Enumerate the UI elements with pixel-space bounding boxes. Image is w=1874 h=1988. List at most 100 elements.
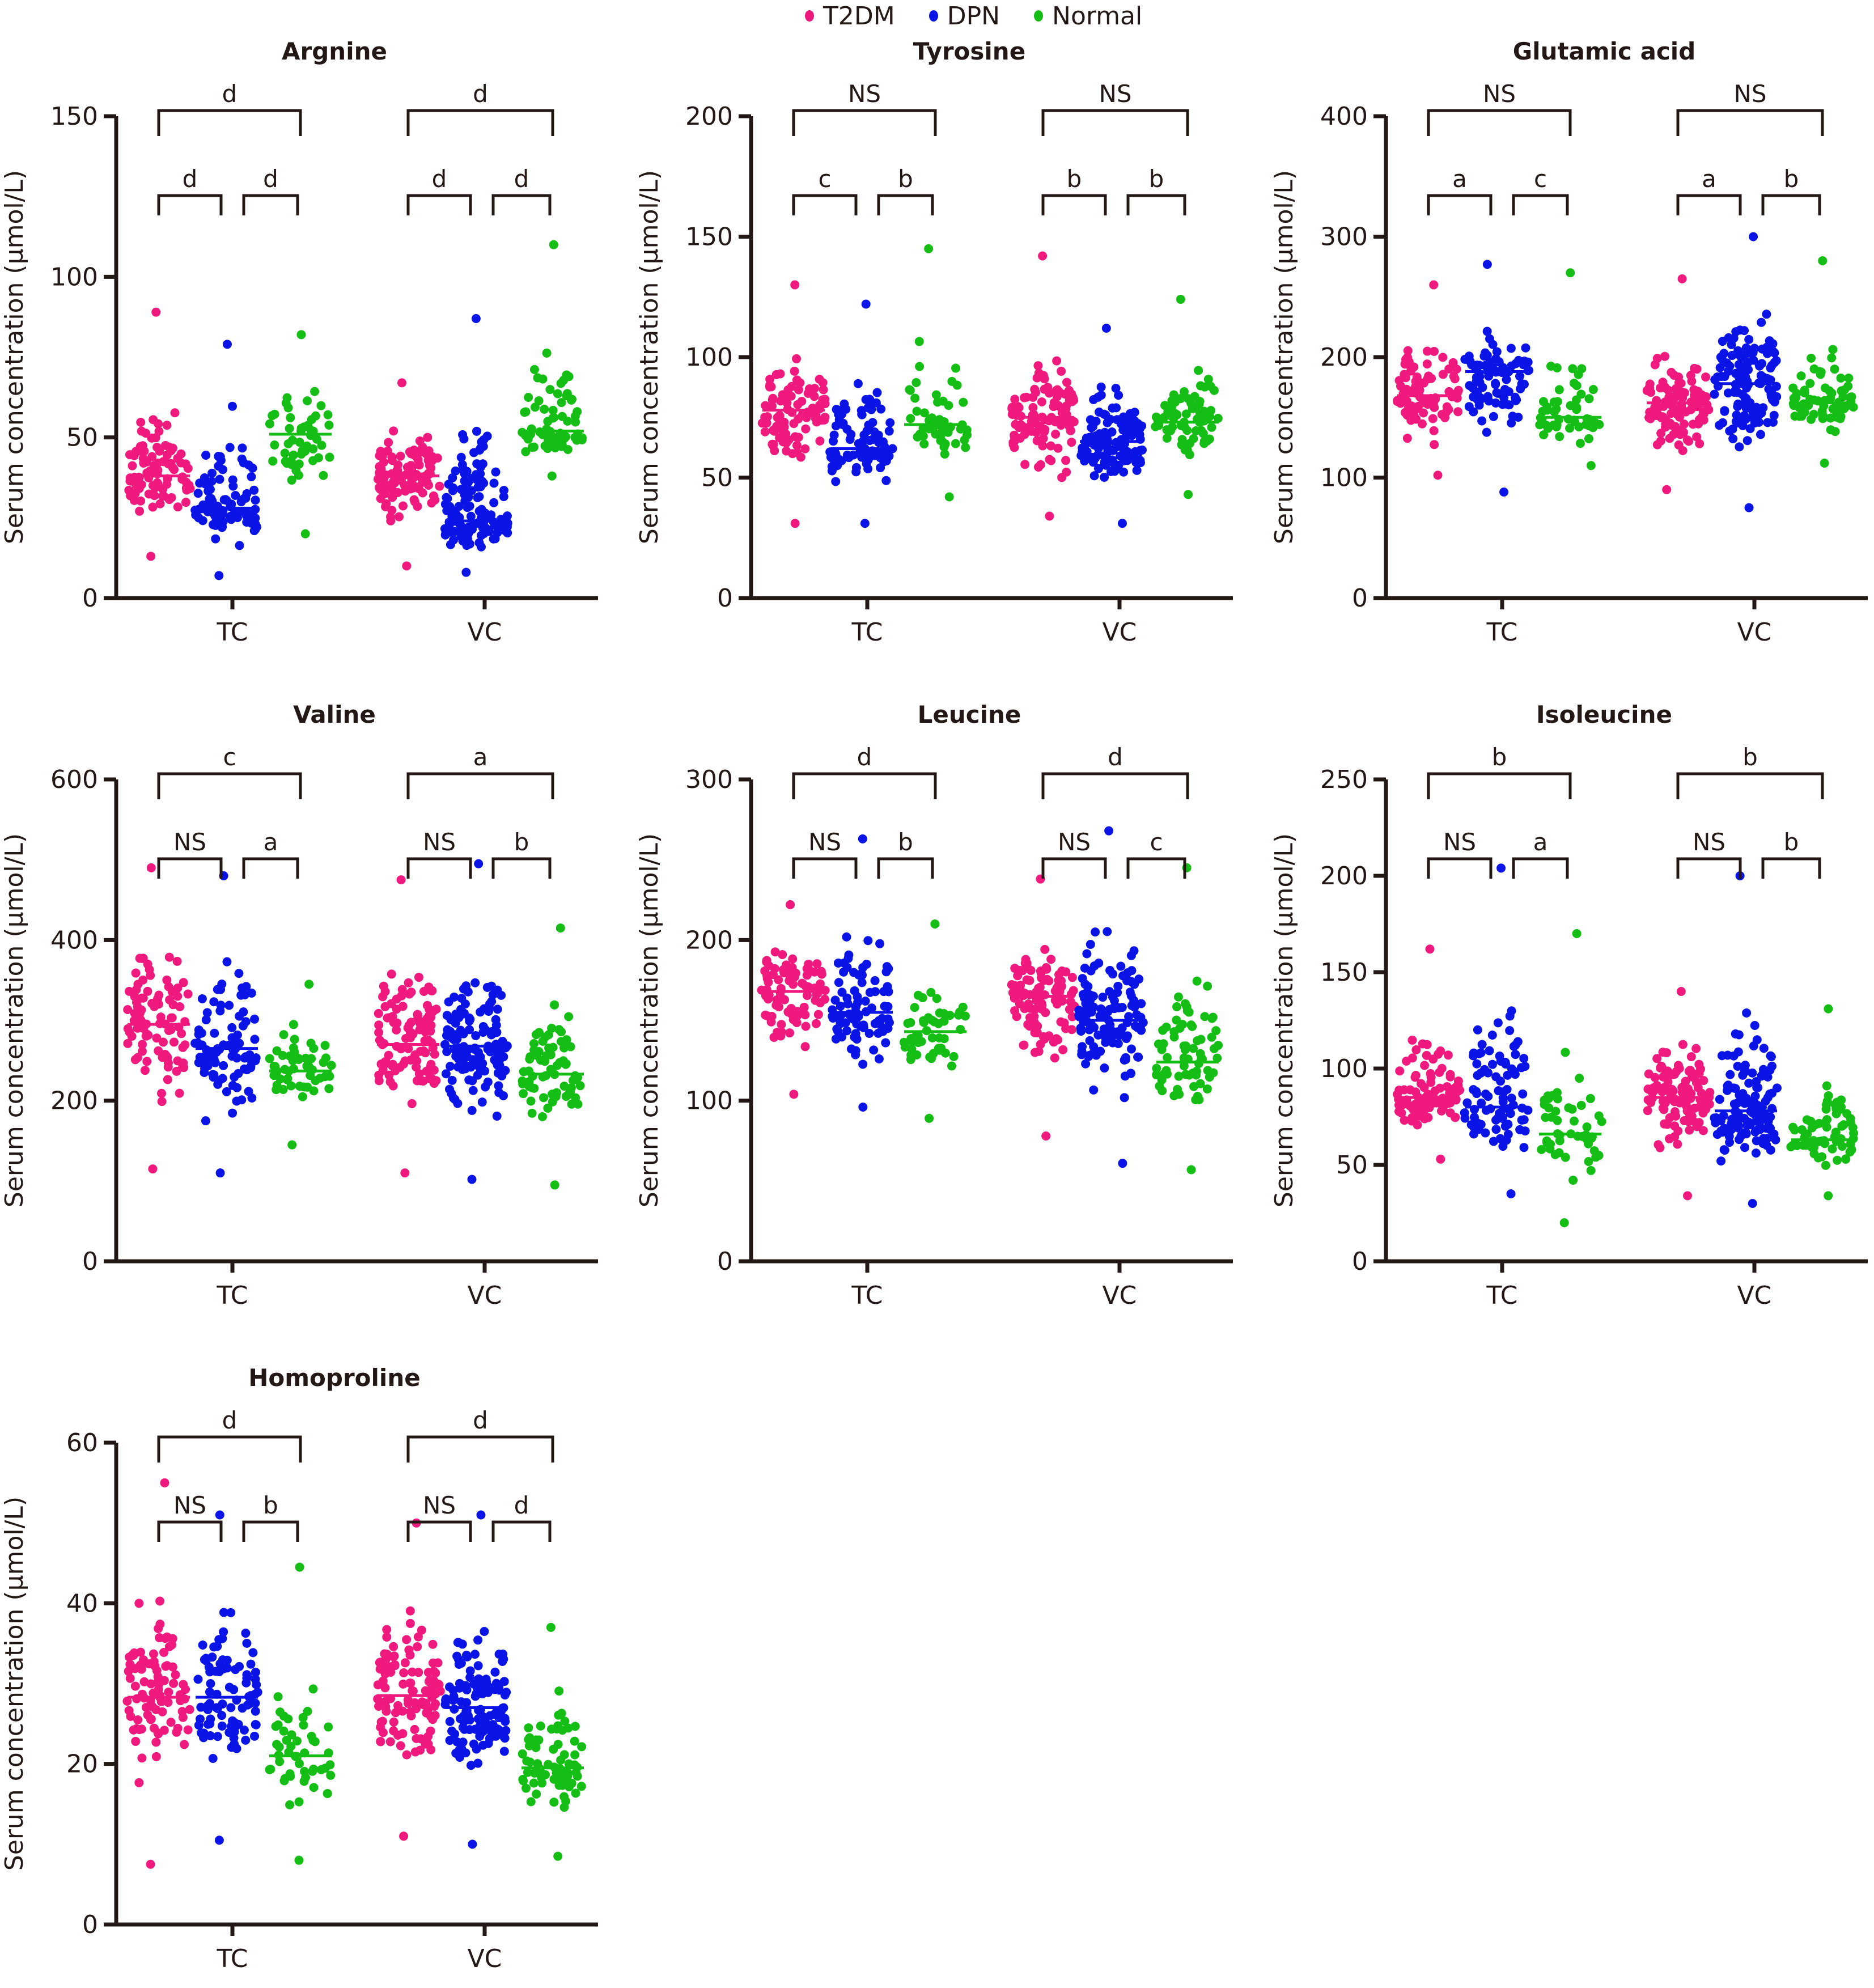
data-point-dpn	[234, 969, 244, 978]
data-point-normal	[570, 1071, 580, 1080]
data-point-t2dm	[760, 412, 770, 422]
data-point-t2dm	[1428, 414, 1438, 423]
data-point-dpn	[452, 1737, 462, 1747]
data-point-normal	[1574, 422, 1584, 431]
data-point-normal	[559, 1803, 569, 1812]
data-point-t2dm	[154, 990, 164, 1000]
data-point-normal	[265, 1054, 274, 1063]
data-point-normal	[299, 1720, 308, 1730]
data-point-dpn	[492, 1111, 502, 1121]
bracket-outer	[792, 109, 937, 136]
data-point-normal	[307, 415, 316, 425]
data-point-t2dm	[388, 1081, 398, 1091]
data-point-t2dm	[428, 1658, 438, 1668]
data-point-t2dm	[379, 489, 389, 499]
data-point-normal	[273, 1720, 283, 1730]
data-point-t2dm	[1685, 1112, 1695, 1121]
data-point-dpn	[487, 1027, 497, 1036]
data-point-t2dm	[381, 1058, 391, 1067]
data-point-normal	[944, 492, 954, 502]
data-point-t2dm	[159, 491, 168, 501]
data-point-normal	[287, 435, 297, 445]
data-point-dpn	[1718, 337, 1727, 346]
data-point-dpn	[831, 477, 841, 486]
data-point-dpn	[440, 1040, 450, 1049]
data-point-normal	[543, 1103, 553, 1113]
data-point-dpn	[838, 420, 847, 430]
data-point-dpn	[1715, 363, 1725, 372]
data-point-normal	[537, 1112, 547, 1121]
data-point-normal	[1813, 1153, 1823, 1163]
data-point-dpn	[440, 499, 450, 509]
data-point-dpn	[474, 859, 484, 868]
data-point-normal	[943, 427, 953, 437]
data-point-t2dm	[423, 433, 433, 442]
data-point-t2dm	[427, 498, 436, 508]
data-point-t2dm	[782, 437, 791, 447]
data-point-t2dm	[1420, 1114, 1430, 1124]
y-tick-label: 20	[66, 1750, 98, 1779]
data-point-dpn	[231, 490, 240, 500]
data-point-t2dm	[812, 959, 822, 969]
data-point-normal	[1588, 385, 1598, 395]
data-point-t2dm	[397, 985, 407, 994]
data-point-normal	[905, 385, 915, 395]
data-point-dpn	[1749, 1041, 1758, 1051]
chart-title: Tyrosine	[913, 37, 1025, 65]
bracket-inner	[406, 857, 472, 879]
data-point-t2dm	[385, 1737, 395, 1747]
data-point-normal	[1566, 268, 1575, 278]
data-point-dpn	[459, 1711, 468, 1721]
significance-label: a	[264, 828, 278, 856]
bracket-inner	[1041, 857, 1107, 879]
data-point-dpn	[1736, 1096, 1746, 1106]
data-point-normal	[557, 1027, 566, 1037]
data-point-normal	[285, 1800, 295, 1809]
data-point-dpn	[235, 1011, 244, 1021]
data-point-normal	[303, 396, 312, 406]
data-point-dpn	[1752, 1136, 1761, 1146]
data-point-normal	[549, 240, 558, 249]
data-point-normal	[547, 471, 557, 481]
data-point-t2dm	[1027, 426, 1036, 436]
data-point-dpn	[477, 437, 486, 447]
data-point-normal	[1195, 381, 1205, 391]
significance-label: b	[1784, 828, 1799, 856]
data-point-normal	[1818, 414, 1828, 423]
data-point-normal	[529, 364, 539, 374]
data-point-dpn	[1729, 1099, 1739, 1109]
data-point-t2dm	[172, 1066, 181, 1076]
data-point-t2dm	[1689, 363, 1699, 373]
data-point-t2dm	[158, 1037, 168, 1047]
y-tick-label: 200	[1320, 343, 1368, 372]
data-point-t2dm	[137, 426, 146, 436]
data-point-normal	[553, 1851, 563, 1861]
data-point-dpn	[487, 981, 497, 991]
data-point-dpn	[1715, 1095, 1724, 1104]
data-point-t2dm	[402, 1750, 412, 1760]
legend-item-dpn: DPN	[928, 2, 1000, 31]
data-point-dpn	[1741, 372, 1750, 382]
data-point-dpn	[1464, 402, 1474, 412]
data-point-t2dm	[801, 424, 811, 434]
data-point-t2dm	[411, 1704, 421, 1714]
data-point-t2dm	[429, 1065, 439, 1075]
data-point-dpn	[881, 1038, 891, 1048]
data-point-t2dm	[1050, 986, 1060, 996]
data-point-t2dm	[1067, 417, 1077, 426]
data-point-t2dm	[1693, 387, 1703, 396]
data-point-dpn	[1116, 451, 1125, 461]
data-point-normal	[536, 1721, 545, 1731]
data-point-dpn	[1491, 380, 1500, 389]
data-point-normal	[1802, 1115, 1812, 1125]
data-point-dpn	[237, 454, 247, 464]
data-point-dpn	[1729, 387, 1739, 397]
data-point-dpn	[1505, 1026, 1515, 1036]
data-point-t2dm	[815, 400, 825, 410]
data-point-dpn	[1766, 389, 1776, 399]
data-point-normal	[571, 1788, 580, 1798]
chart-title: Homoproline	[248, 1364, 420, 1392]
data-point-dpn	[833, 1026, 842, 1036]
data-point-t2dm	[1662, 1048, 1672, 1058]
data-point-normal	[951, 363, 961, 373]
